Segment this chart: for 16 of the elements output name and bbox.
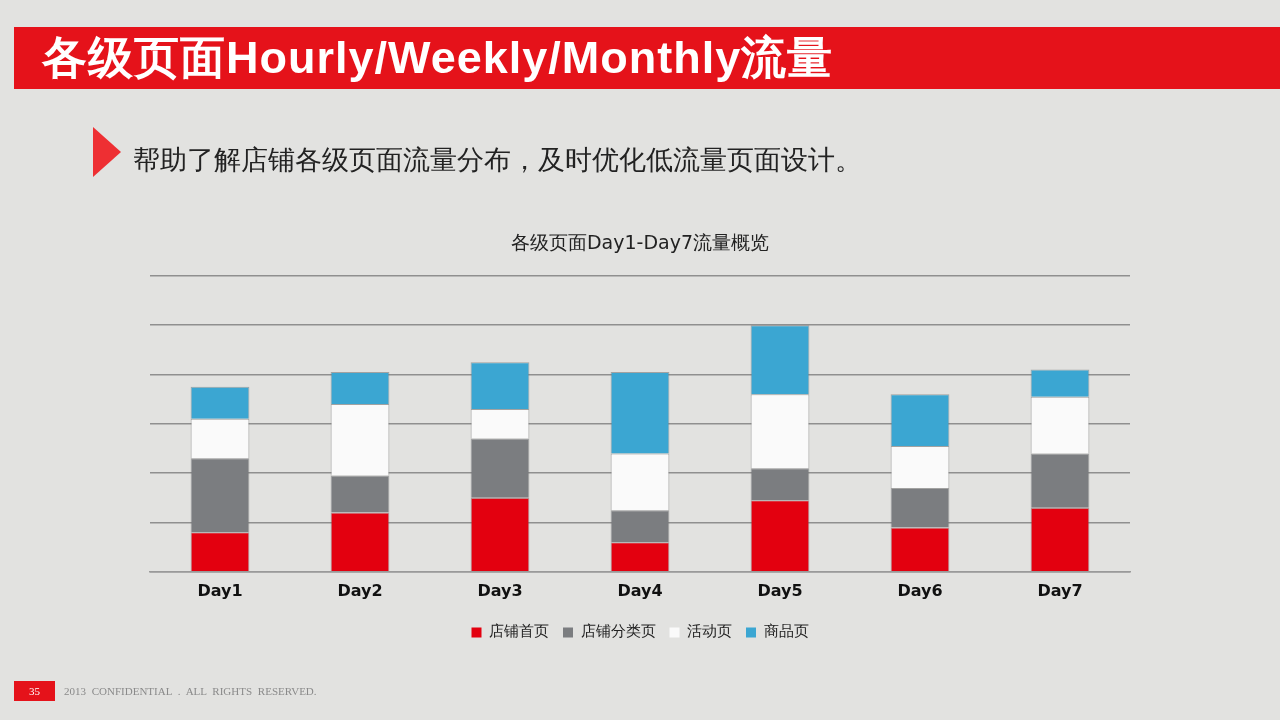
x-tick-label: Day5 <box>757 580 803 600</box>
legend-label: 店铺首页 <box>489 622 549 641</box>
x-tick-label: Day6 <box>897 580 943 600</box>
x-tick-label: Day2 <box>337 580 383 600</box>
chart-title: 各级页面Hourly/Weekly/Monthly流量 <box>42 31 834 85</box>
x-tick-label: Day1 <box>197 580 243 600</box>
x-tick-label: Day3 <box>477 580 523 600</box>
legend-label: 商品页 <box>763 622 809 641</box>
x-tick-label: Day7 <box>1037 580 1083 600</box>
chart-subtitle: 各级页面Day1-Day7流量概览 <box>510 231 770 254</box>
text: 帮助了解店铺各级页面流量分布，及时优化低流量页面设计。 <box>133 143 862 177</box>
x-tick-label: Day4 <box>617 580 663 600</box>
legend-label: 活动页 <box>687 622 732 641</box>
text: 35 <box>14 681 55 701</box>
text: 2013 CONFIDENTIAL . ALL RIGHTS RESERVED. <box>64 684 317 699</box>
legend-label: 店铺分类页 <box>580 622 656 641</box>
